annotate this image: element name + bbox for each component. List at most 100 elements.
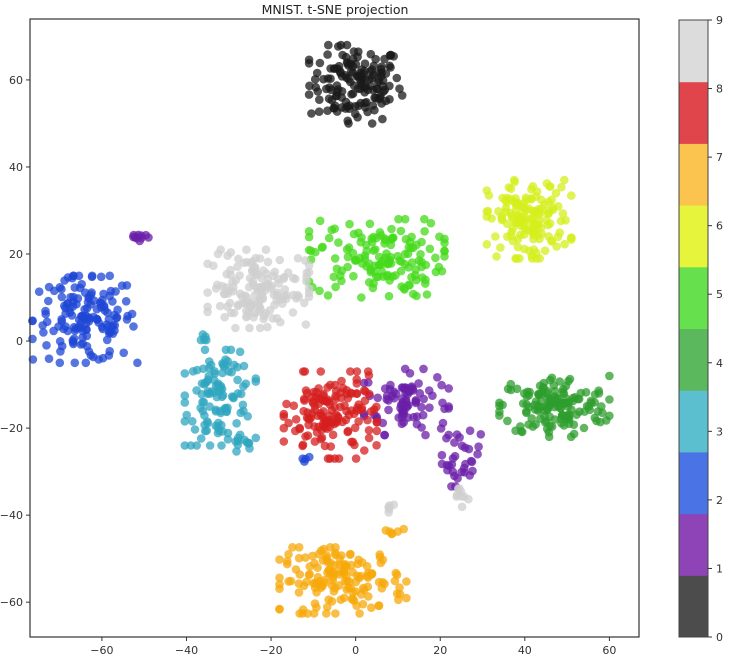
point-digit-8 [282,399,291,409]
point-digit-8 [352,375,362,384]
point-digit-2 [60,276,69,285]
point-digit-7 [381,526,391,535]
point-digit-7 [308,551,317,561]
point-digit-2 [81,358,91,368]
point-digit-0 [397,91,407,100]
point-digit-6 [501,207,511,216]
point-digit-7 [318,581,327,591]
point-digit-7 [275,580,284,589]
point-digit-5 [401,234,411,244]
point-digit-8 [314,384,323,393]
x-tick-label: 40 [518,644,532,657]
point-digit-2 [70,358,80,368]
point-digit-5 [437,266,447,276]
point-digit-7 [295,570,305,579]
point-digit-5 [400,249,410,259]
point-digit-5 [349,271,358,281]
point-digit-2 [55,283,65,292]
plot-area [29,18,640,638]
colorbar-tick-label: 9 [716,14,723,27]
point-digit-0 [395,84,404,93]
point-digit-0 [304,90,314,99]
point-digit-9 [275,255,285,265]
point-digit-5 [304,227,314,236]
point-digit-7 [363,582,373,591]
point-digit-8 [298,440,308,450]
point-digit-8 [295,424,305,434]
x-tick-label: 60 [602,644,616,657]
colorbar-segment-1 [679,513,708,576]
point-digit-6 [567,235,576,244]
point-digit-9 [453,484,463,494]
point-digit-9 [464,494,473,504]
point-digit-6 [520,223,530,233]
point-digit-5 [374,260,384,270]
point-digit-0 [349,81,359,90]
point-digit-2 [60,301,69,311]
point-digit-4 [605,371,614,381]
point-digit-7 [348,567,357,577]
point-digit-6 [558,209,568,218]
point-digit-7 [294,543,304,552]
point-digit-9 [299,298,309,308]
point-digit-2 [127,309,137,319]
point-digit-7 [303,609,313,618]
y-tick-label: 20 [9,248,23,261]
point-digit-9 [241,312,251,322]
point-digit-6 [513,242,523,252]
colorbar-axis: 0 1 2 3 4 5 6 7 8 9 [708,14,723,644]
point-digit-1 [397,394,407,403]
point-digit-0 [368,101,378,110]
point-digit-3 [196,434,206,443]
point-digit-9 [304,268,314,277]
point-digit-9 [263,257,273,267]
colorbar-segment-5 [679,266,708,329]
point-digit-1 [397,412,407,422]
point-digit-0 [314,107,324,116]
point-digit-9 [203,288,212,297]
point-digit-7 [358,599,368,609]
point-digit-8 [337,376,346,386]
point-digit-2 [108,329,118,339]
point-digit-4 [547,373,557,383]
point-digit-8 [364,433,374,443]
point-digit-9 [259,281,269,291]
point-digit-9 [245,323,254,333]
point-digit-9 [225,298,235,308]
point-digit-9 [265,306,275,315]
x-tick-label: −20 [259,644,282,657]
point-digit-7 [402,577,411,586]
point-digit-9 [242,245,251,254]
point-digit-5 [329,272,339,282]
point-digit-5 [331,282,340,292]
point-digit-6 [531,225,541,234]
point-digit-1 [444,402,454,411]
point-digit-1 [453,474,462,483]
point-digit-7 [331,543,340,552]
point-digit-3 [235,347,245,357]
point-digit-1 [397,383,407,392]
point-digit-0 [329,64,339,73]
point-digit-9 [220,312,229,322]
point-digit-3 [223,357,233,366]
point-digit-1 [455,433,464,442]
point-digit-9 [248,277,258,286]
point-digit-7 [344,583,353,593]
point-digit-4 [543,401,552,410]
point-digit-7 [355,573,364,583]
point-digit-3 [204,371,214,381]
point-digit-5 [431,253,440,263]
point-digit-0 [353,52,362,62]
point-digit-1 [380,430,389,440]
point-digit-8 [365,389,374,399]
point-digit-2 [78,312,87,322]
point-digit-3 [201,378,210,388]
x-axis: −60 −40 −20 0 20 40 60 [90,637,616,657]
point-digit-1 [447,482,456,491]
point-digit-3 [205,402,214,411]
point-digit-5 [440,246,449,256]
point-digit-0 [361,83,370,92]
point-digit-3 [233,440,243,450]
point-digit-2 [78,339,88,348]
point-digit-6 [544,197,553,207]
